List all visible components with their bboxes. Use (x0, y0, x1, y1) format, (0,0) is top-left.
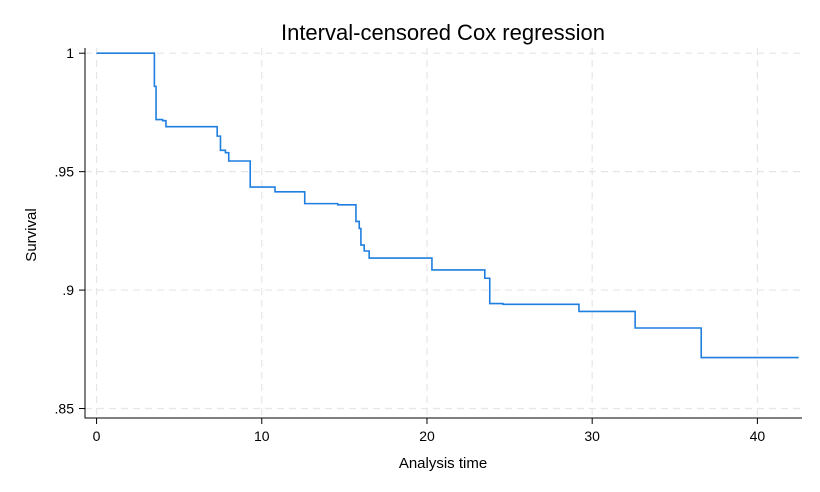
y-axis-label: Survival (23, 208, 40, 261)
x-axis-label: Analysis time (399, 455, 487, 472)
chart-title: Interval-censored Cox regression (281, 20, 605, 45)
x-tick-label: 30 (584, 428, 600, 444)
survival-step-line (96, 52, 799, 359)
x-tick-label: 0 (93, 428, 101, 444)
y-tick-label: .9 (62, 282, 74, 298)
y-tick-label: .95 (55, 164, 75, 180)
y-tick-label: 1 (66, 45, 74, 61)
y-tick-label: .85 (55, 401, 75, 417)
series-layer (96, 52, 799, 359)
x-tick-label: 20 (419, 428, 435, 444)
x-tick-label: 40 (750, 428, 766, 444)
axes (79, 48, 802, 424)
grid (85, 48, 802, 418)
x-tick-label: 10 (254, 428, 270, 444)
